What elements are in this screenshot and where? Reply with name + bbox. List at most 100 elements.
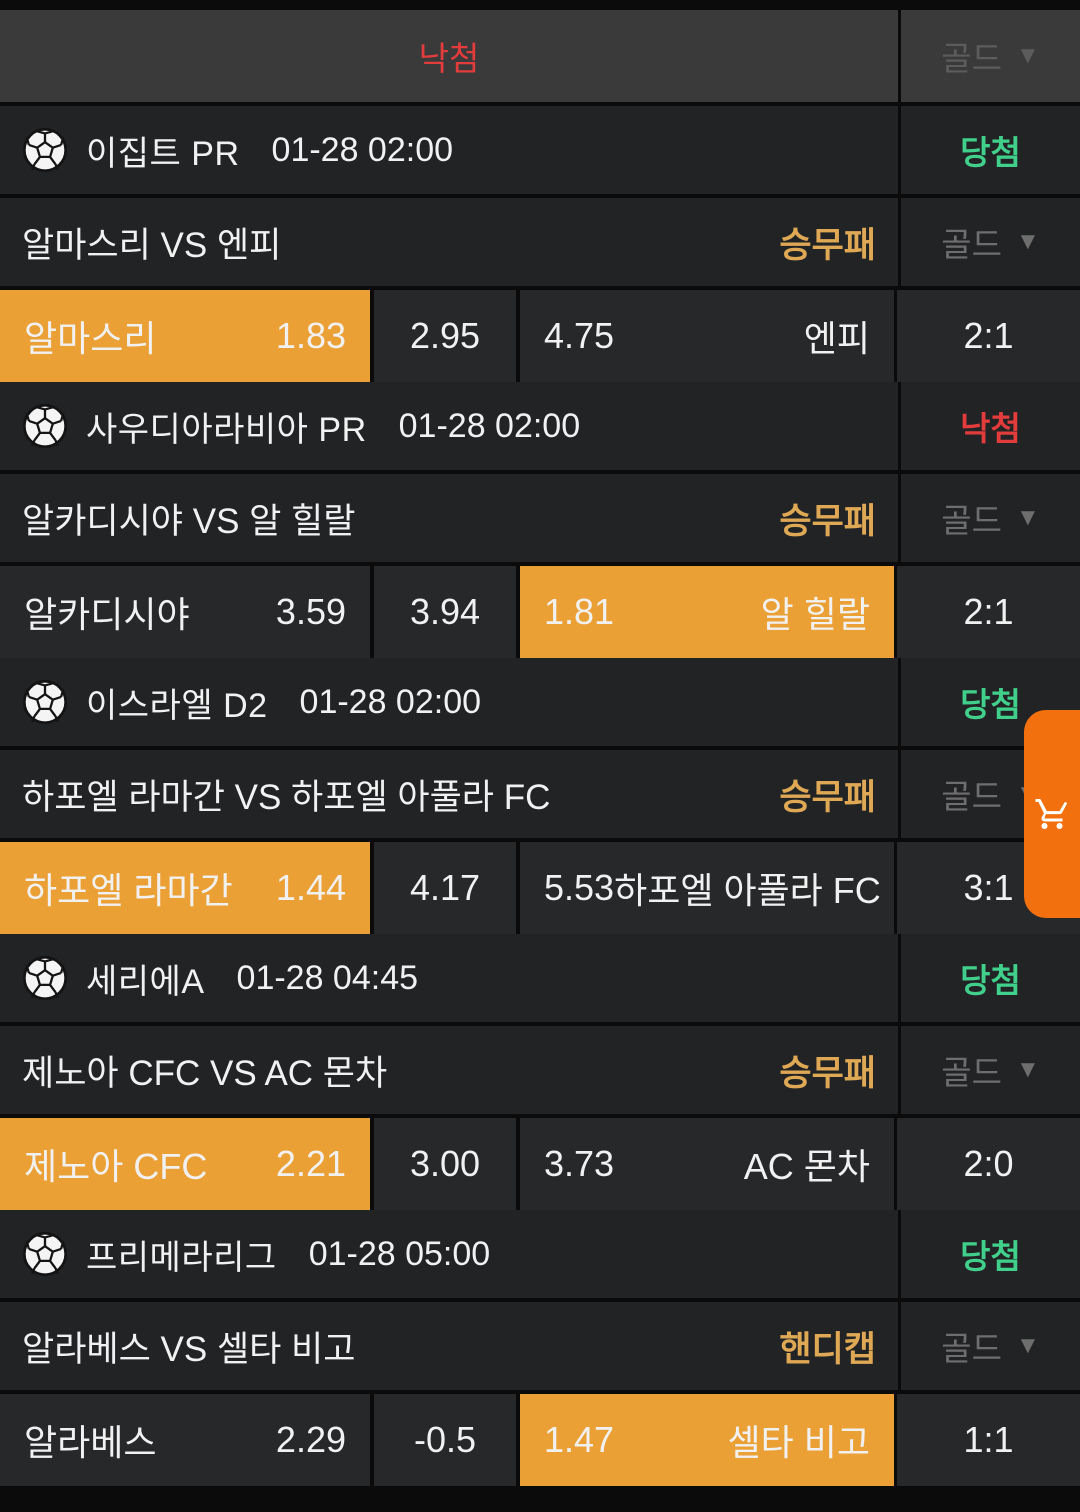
score-cell: 2:1 <box>897 290 1080 382</box>
matchup-row: 하포엘 라마간 VS 하포엘 아풀라 FC 승무패 골드 ▼ <box>0 750 1080 842</box>
match-datetime: 01-28 02:00 <box>398 406 581 445</box>
chevron-down-icon: ▼ <box>1015 504 1040 531</box>
header-filter-label: 골드 <box>941 40 1002 77</box>
away-team-name: 셀타 비고 <box>727 1422 870 1463</box>
odds-filter-label: 골드 <box>941 778 1002 815</box>
status-badge: 당첨 <box>960 686 1021 723</box>
away-odds-cell[interactable]: 1.47 셀타 비고 <box>520 1394 897 1486</box>
away-team-name: AC 몬차 <box>743 1146 870 1187</box>
away-odds-value: 3.73 <box>544 1143 615 1184</box>
chevron-down-icon: ▼ <box>1015 1332 1040 1359</box>
away-odds-value: 5.53 <box>544 867 615 908</box>
match-block: 사우디아라비아 PR 01-28 02:00 낙첨 알카디시야 VS 알 힐랄 … <box>0 382 1080 658</box>
league-name: 이스라엘 D2 <box>86 686 268 725</box>
match-block: 세리에A 01-28 04:45 당첨 제노아 CFC VS AC 몬차 승무패… <box>0 934 1080 1210</box>
home-odds-cell[interactable]: 알라베스 2.29 <box>0 1394 374 1486</box>
odds-filter-label: 골드 <box>941 502 1002 539</box>
bet-type-label: 승무패 <box>779 777 876 817</box>
matchup-label: 알마스리 VS 엔피 <box>22 225 282 265</box>
away-odds-cell[interactable]: 3.73 AC 몬차 <box>520 1118 897 1210</box>
home-odds-value: 2.21 <box>275 1143 346 1184</box>
draw-odds-cell[interactable]: 3.00 <box>374 1118 520 1210</box>
league-name: 사우디아라비아 PR <box>86 410 367 449</box>
draw-odds-cell[interactable]: 3.94 <box>374 566 520 658</box>
header-filter-dropdown[interactable]: 골드 ▼ <box>941 32 1040 80</box>
league-name: 세리에A <box>86 962 205 1001</box>
bet-type-label: 승무패 <box>779 501 876 541</box>
status-badge: 당첨 <box>960 134 1021 171</box>
home-odds-value: 1.83 <box>275 315 346 356</box>
match-datetime: 01-28 05:00 <box>308 1234 491 1273</box>
home-odds-value: 2.29 <box>275 1419 346 1460</box>
odds-filter-dropdown[interactable]: 골드 ▼ <box>941 1322 1040 1370</box>
matchup-row: 제노아 CFC VS AC 몬차 승무패 골드 ▼ <box>0 1026 1080 1118</box>
home-odds-value: 1.44 <box>275 867 346 908</box>
score-cell: 2:0 <box>897 1118 1080 1210</box>
matchup-row: 알라베스 VS 셀타 비고 핸디캡 골드 ▼ <box>0 1302 1080 1394</box>
home-odds-cell[interactable]: 알마스리 1.83 <box>0 290 374 382</box>
soccer-ball-icon <box>22 127 68 173</box>
odds-filter-label: 골드 <box>941 1054 1002 1091</box>
away-odds-value: 1.81 <box>544 591 615 632</box>
home-team-name: 알카디시야 <box>24 594 190 635</box>
score-cell: 2:1 <box>897 566 1080 658</box>
draw-odds-cell[interactable]: 2.95 <box>374 290 520 382</box>
home-odds-cell[interactable]: 하포엘 라마간 1.44 <box>0 842 374 934</box>
matchup-row: 알카디시야 VS 알 힐랄 승무패 골드 ▼ <box>0 474 1080 566</box>
score-value: 1:1 <box>963 1419 1014 1460</box>
score-value: 2:1 <box>963 315 1014 356</box>
draw-odds-cell[interactable]: 4.17 <box>374 842 520 934</box>
soccer-ball-icon <box>22 1231 68 1277</box>
away-team-name: 알 힐랄 <box>760 594 870 635</box>
matchup-row: 알마스리 VS 엔피 승무패 골드 ▼ <box>0 198 1080 290</box>
draw-odds-cell[interactable]: -0.5 <box>374 1394 520 1486</box>
league-row: 사우디아라비아 PR 01-28 02:00 낙첨 <box>0 382 1080 474</box>
bet-type-label: 승무패 <box>779 1053 876 1093</box>
soccer-ball-icon <box>22 403 68 449</box>
odds-filter-label: 골드 <box>941 226 1002 263</box>
soccer-ball-icon <box>22 679 68 725</box>
away-odds-value: 1.47 <box>544 1419 615 1460</box>
odds-filter-dropdown[interactable]: 골드 ▼ <box>941 494 1040 542</box>
odds-row: 알마스리 1.83 2.95 4.75 엔피 2:1 <box>0 290 1080 382</box>
matchup-label: 제노아 CFC VS AC 몬차 <box>22 1053 388 1093</box>
matchup-label: 하포엘 라마간 VS 하포엘 아풀라 FC <box>22 777 551 817</box>
status-badge: 낙첨 <box>960 410 1021 447</box>
home-odds-cell[interactable]: 알카디시야 3.59 <box>0 566 374 658</box>
match-block: 이스라엘 D2 01-28 02:00 당첨 하포엘 라마간 VS 하포엘 아풀… <box>0 658 1080 934</box>
away-odds-cell[interactable]: 5.53 하포엘 아풀라 FC <box>520 842 897 934</box>
score-value: 2:0 <box>963 1143 1014 1184</box>
cart-icon <box>1035 799 1068 829</box>
odds-row: 하포엘 라마간 1.44 4.17 5.53 하포엘 아풀라 FC 3:1 <box>0 842 1080 934</box>
status-badge: 당첨 <box>960 962 1021 999</box>
cart-button[interactable] <box>1024 710 1080 918</box>
league-row: 이스라엘 D2 01-28 02:00 당첨 <box>0 658 1080 750</box>
chevron-down-icon: ▼ <box>1015 1056 1040 1083</box>
header-bar: 낙첨 골드 ▼ <box>0 10 1080 106</box>
league-row: 세리에A 01-28 04:45 당첨 <box>0 934 1080 1026</box>
home-odds-cell[interactable]: 제노아 CFC 2.21 <box>0 1118 374 1210</box>
odds-filter-dropdown[interactable]: 골드 ▼ <box>941 1046 1040 1094</box>
odds-filter-dropdown[interactable]: 골드 ▼ <box>941 218 1040 266</box>
league-name: 이집트 PR <box>86 134 240 173</box>
score-value: 3:1 <box>963 867 1014 908</box>
match-datetime: 01-28 02:00 <box>271 130 454 169</box>
odds-row: 알카디시야 3.59 3.94 1.81 알 힐랄 2:1 <box>0 566 1080 658</box>
match-block: 이집트 PR 01-28 02:00 당첨 알마스리 VS 엔피 승무패 골드 … <box>0 106 1080 382</box>
status-badge: 당첨 <box>960 1238 1021 1275</box>
home-team-name: 제노아 CFC <box>24 1146 208 1187</box>
away-odds-cell[interactable]: 4.75 엔피 <box>520 290 897 382</box>
draw-odds-value: 4.17 <box>409 867 481 908</box>
score-value: 2:1 <box>963 591 1014 632</box>
home-odds-value: 3.59 <box>275 591 346 632</box>
soccer-ball-icon <box>22 955 68 1001</box>
draw-odds-value: 3.00 <box>409 1143 481 1184</box>
league-row: 이집트 PR 01-28 02:00 당첨 <box>0 106 1080 198</box>
matchup-label: 알라베스 VS 셀타 비고 <box>22 1329 356 1369</box>
home-team-name: 알마스리 <box>24 318 157 359</box>
match-datetime: 01-28 02:00 <box>299 682 482 721</box>
odds-filter-label: 골드 <box>941 1330 1002 1367</box>
away-odds-cell[interactable]: 1.81 알 힐랄 <box>520 566 897 658</box>
match-datetime: 01-28 04:45 <box>236 958 419 997</box>
score-cell: 1:1 <box>897 1394 1080 1486</box>
